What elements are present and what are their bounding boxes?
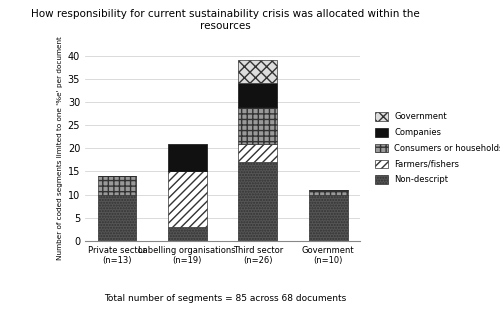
- Text: How responsibility for current sustainability crisis was allocated within the
re: How responsibility for current sustainab…: [30, 9, 420, 31]
- Bar: [98, 195, 136, 241]
- Bar: [238, 144, 277, 162]
- Bar: [238, 162, 277, 241]
- Bar: [238, 60, 277, 83]
- Bar: [238, 83, 277, 107]
- Bar: [98, 176, 136, 195]
- Bar: [168, 144, 206, 171]
- Bar: [238, 107, 277, 144]
- Text: Total number of segments = 85 across 68 documents: Total number of segments = 85 across 68 …: [104, 294, 346, 303]
- Bar: [309, 195, 348, 241]
- Bar: [168, 171, 206, 227]
- Bar: [309, 190, 348, 195]
- Y-axis label: Number of coded segments limited to one '%e' per document: Number of coded segments limited to one …: [58, 36, 64, 260]
- Legend: Government, Companies, Consumers or households, Farmers/fishers, Non-descript: Government, Companies, Consumers or hous…: [375, 112, 500, 184]
- Bar: [168, 227, 206, 241]
